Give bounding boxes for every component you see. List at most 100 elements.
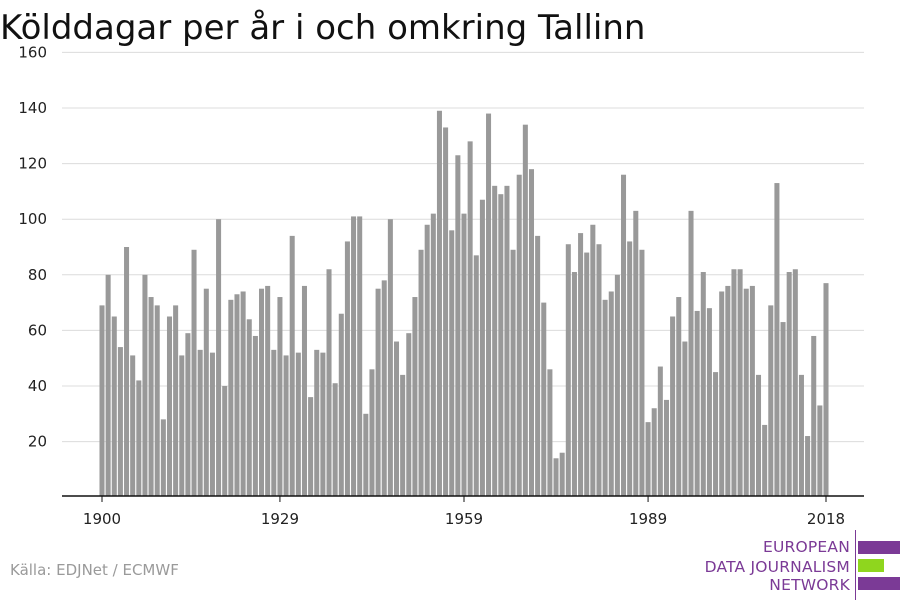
bar-1962[interactable] — [479, 199, 485, 497]
bar-2007[interactable] — [755, 374, 762, 496]
bar-1956[interactable] — [443, 127, 449, 497]
bar-1947[interactable] — [387, 219, 393, 496]
bar-2012[interactable] — [786, 272, 792, 496]
bar-1984[interactable] — [614, 274, 620, 496]
bar-1929[interactable] — [277, 297, 283, 496]
bar-1964[interactable] — [492, 185, 498, 496]
bar-1983[interactable] — [608, 291, 614, 496]
bar-1942[interactable] — [357, 216, 363, 497]
bar-1931[interactable] — [289, 235, 295, 496]
bar-1900[interactable] — [99, 305, 105, 496]
bar-1981[interactable] — [596, 244, 602, 496]
bar-1941[interactable] — [351, 216, 357, 497]
bar-1930[interactable] — [283, 355, 289, 496]
bar-1974[interactable] — [553, 458, 559, 496]
bar-1963[interactable] — [486, 113, 492, 496]
bar-1926[interactable] — [259, 288, 265, 496]
bar-1999[interactable] — [706, 308, 712, 496]
bar-1949[interactable] — [400, 374, 406, 496]
bar-1976[interactable] — [565, 244, 571, 496]
bar-1946[interactable] — [381, 280, 387, 496]
bar-1928[interactable] — [271, 349, 277, 496]
bar-1913[interactable] — [179, 355, 185, 496]
bar-1958[interactable] — [455, 155, 461, 496]
bar-1915[interactable] — [191, 249, 197, 496]
bar-1993[interactable] — [670, 316, 676, 497]
bar-2001[interactable] — [719, 291, 725, 496]
bar-2002[interactable] — [725, 285, 731, 496]
bar-1951[interactable] — [412, 297, 418, 496]
bar-2000[interactable] — [713, 372, 719, 496]
edjnet-logo[interactable]: EUROPEAN DATA JOURNALISM NETWORK — [700, 530, 900, 600]
bar-1940[interactable] — [344, 241, 350, 496]
bar-1978[interactable] — [578, 233, 584, 496]
bar-1943[interactable] — [363, 413, 369, 496]
bar-1969[interactable] — [522, 124, 528, 497]
bar-1936[interactable] — [320, 352, 326, 496]
bar-2011[interactable] — [780, 322, 786, 496]
bar-1991[interactable] — [657, 366, 663, 496]
bar-1932[interactable] — [295, 352, 301, 496]
bar-1989[interactable] — [645, 422, 651, 496]
bar-1911[interactable] — [166, 316, 173, 497]
bar-1925[interactable] — [252, 335, 258, 496]
bar-1939[interactable] — [338, 313, 344, 496]
bar-2008[interactable] — [762, 424, 768, 496]
bar-1967[interactable] — [510, 249, 516, 496]
bar-1998[interactable] — [700, 272, 706, 496]
bar-2018[interactable] — [823, 283, 829, 496]
bar-2017[interactable] — [817, 405, 823, 496]
bar-1950[interactable] — [406, 333, 412, 496]
bar-1938[interactable] — [332, 383, 338, 496]
bar-1944[interactable] — [369, 369, 375, 496]
bar-1937[interactable] — [326, 269, 332, 496]
bar-1973[interactable] — [547, 369, 553, 496]
bar-1920[interactable] — [222, 386, 228, 496]
bar-1957[interactable] — [449, 230, 455, 496]
bar-1919[interactable] — [216, 219, 222, 496]
bar-1997[interactable] — [694, 310, 700, 496]
bar-1977[interactable] — [571, 272, 577, 496]
bar-1970[interactable] — [528, 169, 535, 496]
bar-1995[interactable] — [682, 341, 688, 496]
bar-1905[interactable] — [130, 355, 136, 496]
bar-1979[interactable] — [584, 252, 590, 496]
bar-1906[interactable] — [136, 380, 142, 496]
bar-1985[interactable] — [621, 174, 627, 496]
bar-1994[interactable] — [676, 297, 682, 496]
bar-1923[interactable] — [240, 291, 246, 496]
bar-1975[interactable] — [559, 452, 565, 496]
bar-2009[interactable] — [768, 305, 774, 496]
bar-2016[interactable] — [811, 335, 817, 496]
bar-1912[interactable] — [173, 305, 179, 496]
bar-1927[interactable] — [265, 285, 271, 496]
bar-1971[interactable] — [535, 235, 541, 496]
bar-1990[interactable] — [651, 408, 657, 496]
bar-2015[interactable] — [805, 436, 811, 496]
bar-1966[interactable] — [504, 185, 510, 496]
bar-1933[interactable] — [301, 285, 307, 496]
bar-1988[interactable] — [639, 249, 645, 496]
bar-1910[interactable] — [160, 419, 166, 496]
bar-1918[interactable] — [209, 352, 215, 496]
bar-1972[interactable] — [541, 302, 547, 496]
bar-1921[interactable] — [228, 299, 234, 496]
bar-1909[interactable] — [154, 305, 160, 496]
bar-1955[interactable] — [436, 110, 442, 496]
bar-1961[interactable] — [473, 255, 479, 496]
bar-2010[interactable] — [774, 183, 780, 496]
bar-1934[interactable] — [308, 397, 314, 496]
bar-2004[interactable] — [737, 269, 743, 496]
bar-1980[interactable] — [590, 224, 596, 496]
bar-1914[interactable] — [185, 333, 191, 496]
bar-1908[interactable] — [148, 297, 154, 496]
bar-1935[interactable] — [314, 349, 320, 496]
bar-1907[interactable] — [142, 274, 148, 496]
bar-1922[interactable] — [234, 294, 240, 496]
bar-1901[interactable] — [105, 274, 111, 496]
bar-1903[interactable] — [117, 347, 123, 496]
bar-2013[interactable] — [792, 269, 798, 496]
bar-1986[interactable] — [627, 241, 633, 496]
bar-1952[interactable] — [418, 249, 424, 496]
bar-1968[interactable] — [516, 174, 522, 496]
